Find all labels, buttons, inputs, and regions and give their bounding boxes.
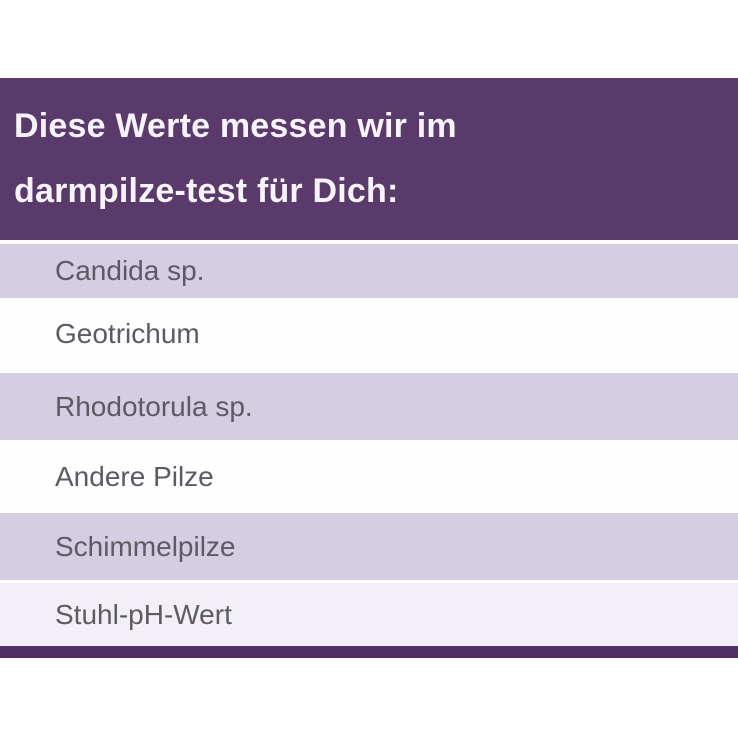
list-item: Andere Pilze <box>0 440 738 513</box>
list-item: Schimmelpilze <box>0 513 738 580</box>
header-banner: Diese Werte messen wir im darmpilze-test… <box>0 78 738 240</box>
header-title-line2: darmpilze-test für Dich: <box>14 172 399 210</box>
list-item: Stuhl-pH-Wert <box>0 580 738 646</box>
list-item-label: Andere Pilze <box>55 460 214 492</box>
header-title-line1: Diese Werte messen wir im <box>14 107 457 145</box>
list-item-label: Stuhl-pH-Wert <box>55 598 232 630</box>
fungi-list: Candida sp. Geotrichum Rhodotorula sp. A… <box>0 240 738 646</box>
list-item: Geotrichum <box>0 298 738 370</box>
list-item-label: Schimmelpilze <box>55 530 236 562</box>
list-item: Candida sp. <box>0 244 738 298</box>
bottom-spacer <box>0 658 738 738</box>
list-item-label: Candida sp. <box>55 255 205 286</box>
top-spacer <box>0 0 738 78</box>
list-item-label: Geotrichum <box>55 318 200 349</box>
list-item: Rhodotorula sp. <box>0 370 738 440</box>
list-item-label: Rhodotorula sp. <box>55 390 253 422</box>
bottom-divider <box>0 646 738 658</box>
